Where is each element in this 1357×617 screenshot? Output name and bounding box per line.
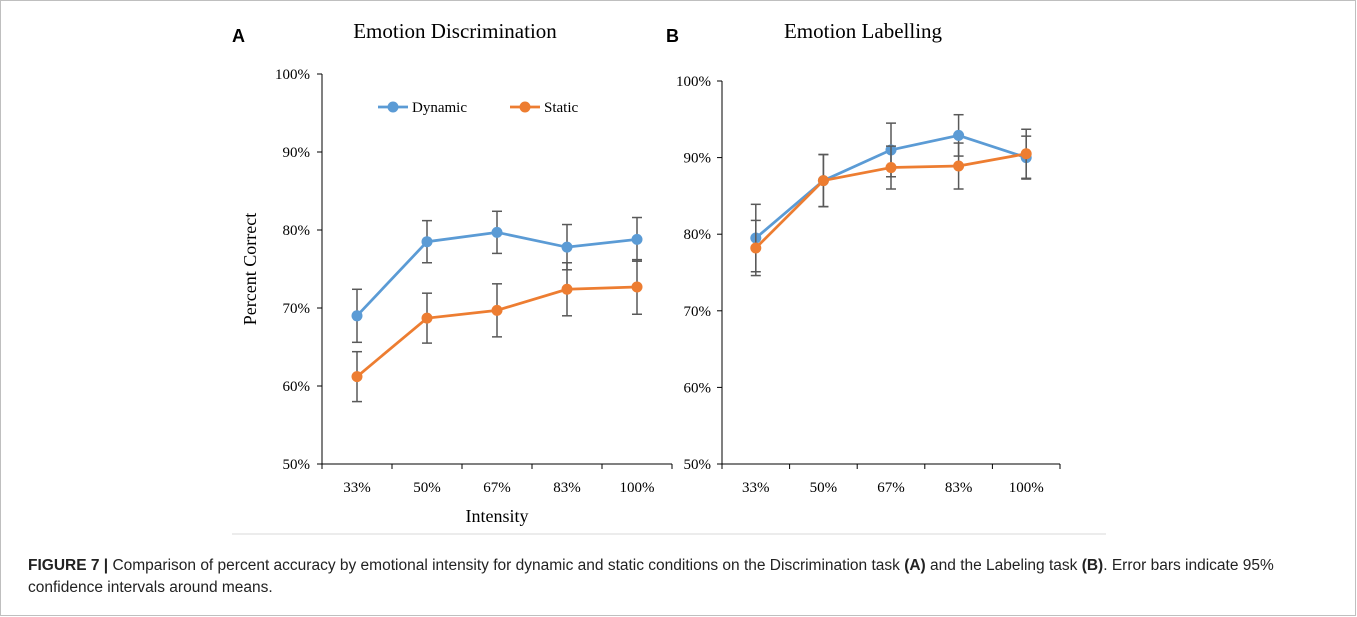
panel-a-x-tick-label: 33% bbox=[343, 480, 371, 496]
panel-a-title: Emotion Discrimination bbox=[353, 19, 557, 43]
panel-a-x-tick-label: 83% bbox=[553, 480, 581, 496]
panel-a-dynamic-point bbox=[491, 226, 503, 238]
panel-a-dynamic-point bbox=[631, 233, 643, 245]
panel-b-x-tick-label: 100% bbox=[1009, 480, 1044, 496]
caption-ref-b: (B) bbox=[1081, 557, 1104, 574]
panel-b-dynamic-point bbox=[953, 129, 965, 141]
panel-b-y-tick-label: 70% bbox=[684, 304, 712, 320]
caption-text-2: and the Labeling task bbox=[925, 557, 1082, 574]
panel-b-title: Emotion Labelling bbox=[784, 19, 943, 43]
legend-static-marker bbox=[519, 101, 531, 113]
caption-text-1: Comparison of percent accuracy by emotio… bbox=[108, 557, 905, 574]
legend-dynamic-label: Dynamic bbox=[412, 100, 467, 116]
caption-text-3: . Error bars indicate 95% confidence int… bbox=[28, 557, 1274, 596]
caption-ref-a: (A) bbox=[904, 557, 926, 574]
panel-b-static-point bbox=[953, 160, 965, 172]
panel-a-dynamic-point bbox=[351, 310, 363, 322]
panel-a-static-point bbox=[491, 304, 503, 316]
panel-b-x-tick-label: 50% bbox=[810, 480, 838, 496]
panel-b-static-point bbox=[885, 162, 897, 174]
panel-a-dynamic-point bbox=[561, 241, 573, 253]
panel-a-x-tick-label: 100% bbox=[620, 480, 655, 496]
panel-a-static-point bbox=[351, 371, 363, 383]
panel-b-static-point bbox=[750, 242, 762, 254]
panel-a-static-point bbox=[421, 312, 433, 324]
panel-b-letter: B bbox=[666, 26, 679, 46]
panel-b-y-tick-label: 50% bbox=[684, 457, 712, 473]
panel-a-y-axis-label: Percent Correct bbox=[240, 213, 260, 325]
figure-caption: FIGURE 7 | Comparison of percent accurac… bbox=[28, 555, 1328, 599]
panel-a-static-point bbox=[631, 281, 643, 293]
legend-dynamic-marker bbox=[387, 101, 399, 113]
panel-b-y-tick-label: 90% bbox=[684, 151, 712, 167]
caption-label: FIGURE 7 | bbox=[28, 557, 109, 574]
legend-static-label: Static bbox=[544, 100, 579, 116]
panel-a-static-point bbox=[561, 283, 573, 295]
panel-b-static-point bbox=[817, 175, 829, 187]
panel-a-y-tick-label: 90% bbox=[283, 145, 311, 161]
panel-a-x-axis-label: Intensity bbox=[466, 506, 529, 526]
panel-a-letter: A bbox=[232, 26, 245, 46]
panel-b-y-tick-label: 100% bbox=[676, 74, 711, 90]
panel-b-y-tick-label: 80% bbox=[684, 227, 712, 243]
panel-a-y-tick-label: 80% bbox=[283, 223, 311, 239]
panel-b-static-point bbox=[1020, 148, 1032, 160]
panel-a-y-tick-label: 100% bbox=[275, 67, 310, 83]
panel-b-y-tick-label: 60% bbox=[684, 380, 712, 396]
panel-a-y-tick-label: 70% bbox=[283, 301, 311, 317]
panel-a-y-tick-label: 60% bbox=[283, 379, 311, 395]
panel-a-y-tick-label: 50% bbox=[283, 457, 311, 473]
panel-b-x-tick-label: 33% bbox=[742, 480, 770, 496]
panel-b-x-tick-label: 67% bbox=[877, 480, 905, 496]
panel-a-x-tick-label: 50% bbox=[413, 480, 441, 496]
panel-b-x-tick-label: 83% bbox=[945, 480, 973, 496]
panel-a-dynamic-point bbox=[421, 236, 433, 248]
panel-a-x-tick-label: 67% bbox=[483, 480, 511, 496]
